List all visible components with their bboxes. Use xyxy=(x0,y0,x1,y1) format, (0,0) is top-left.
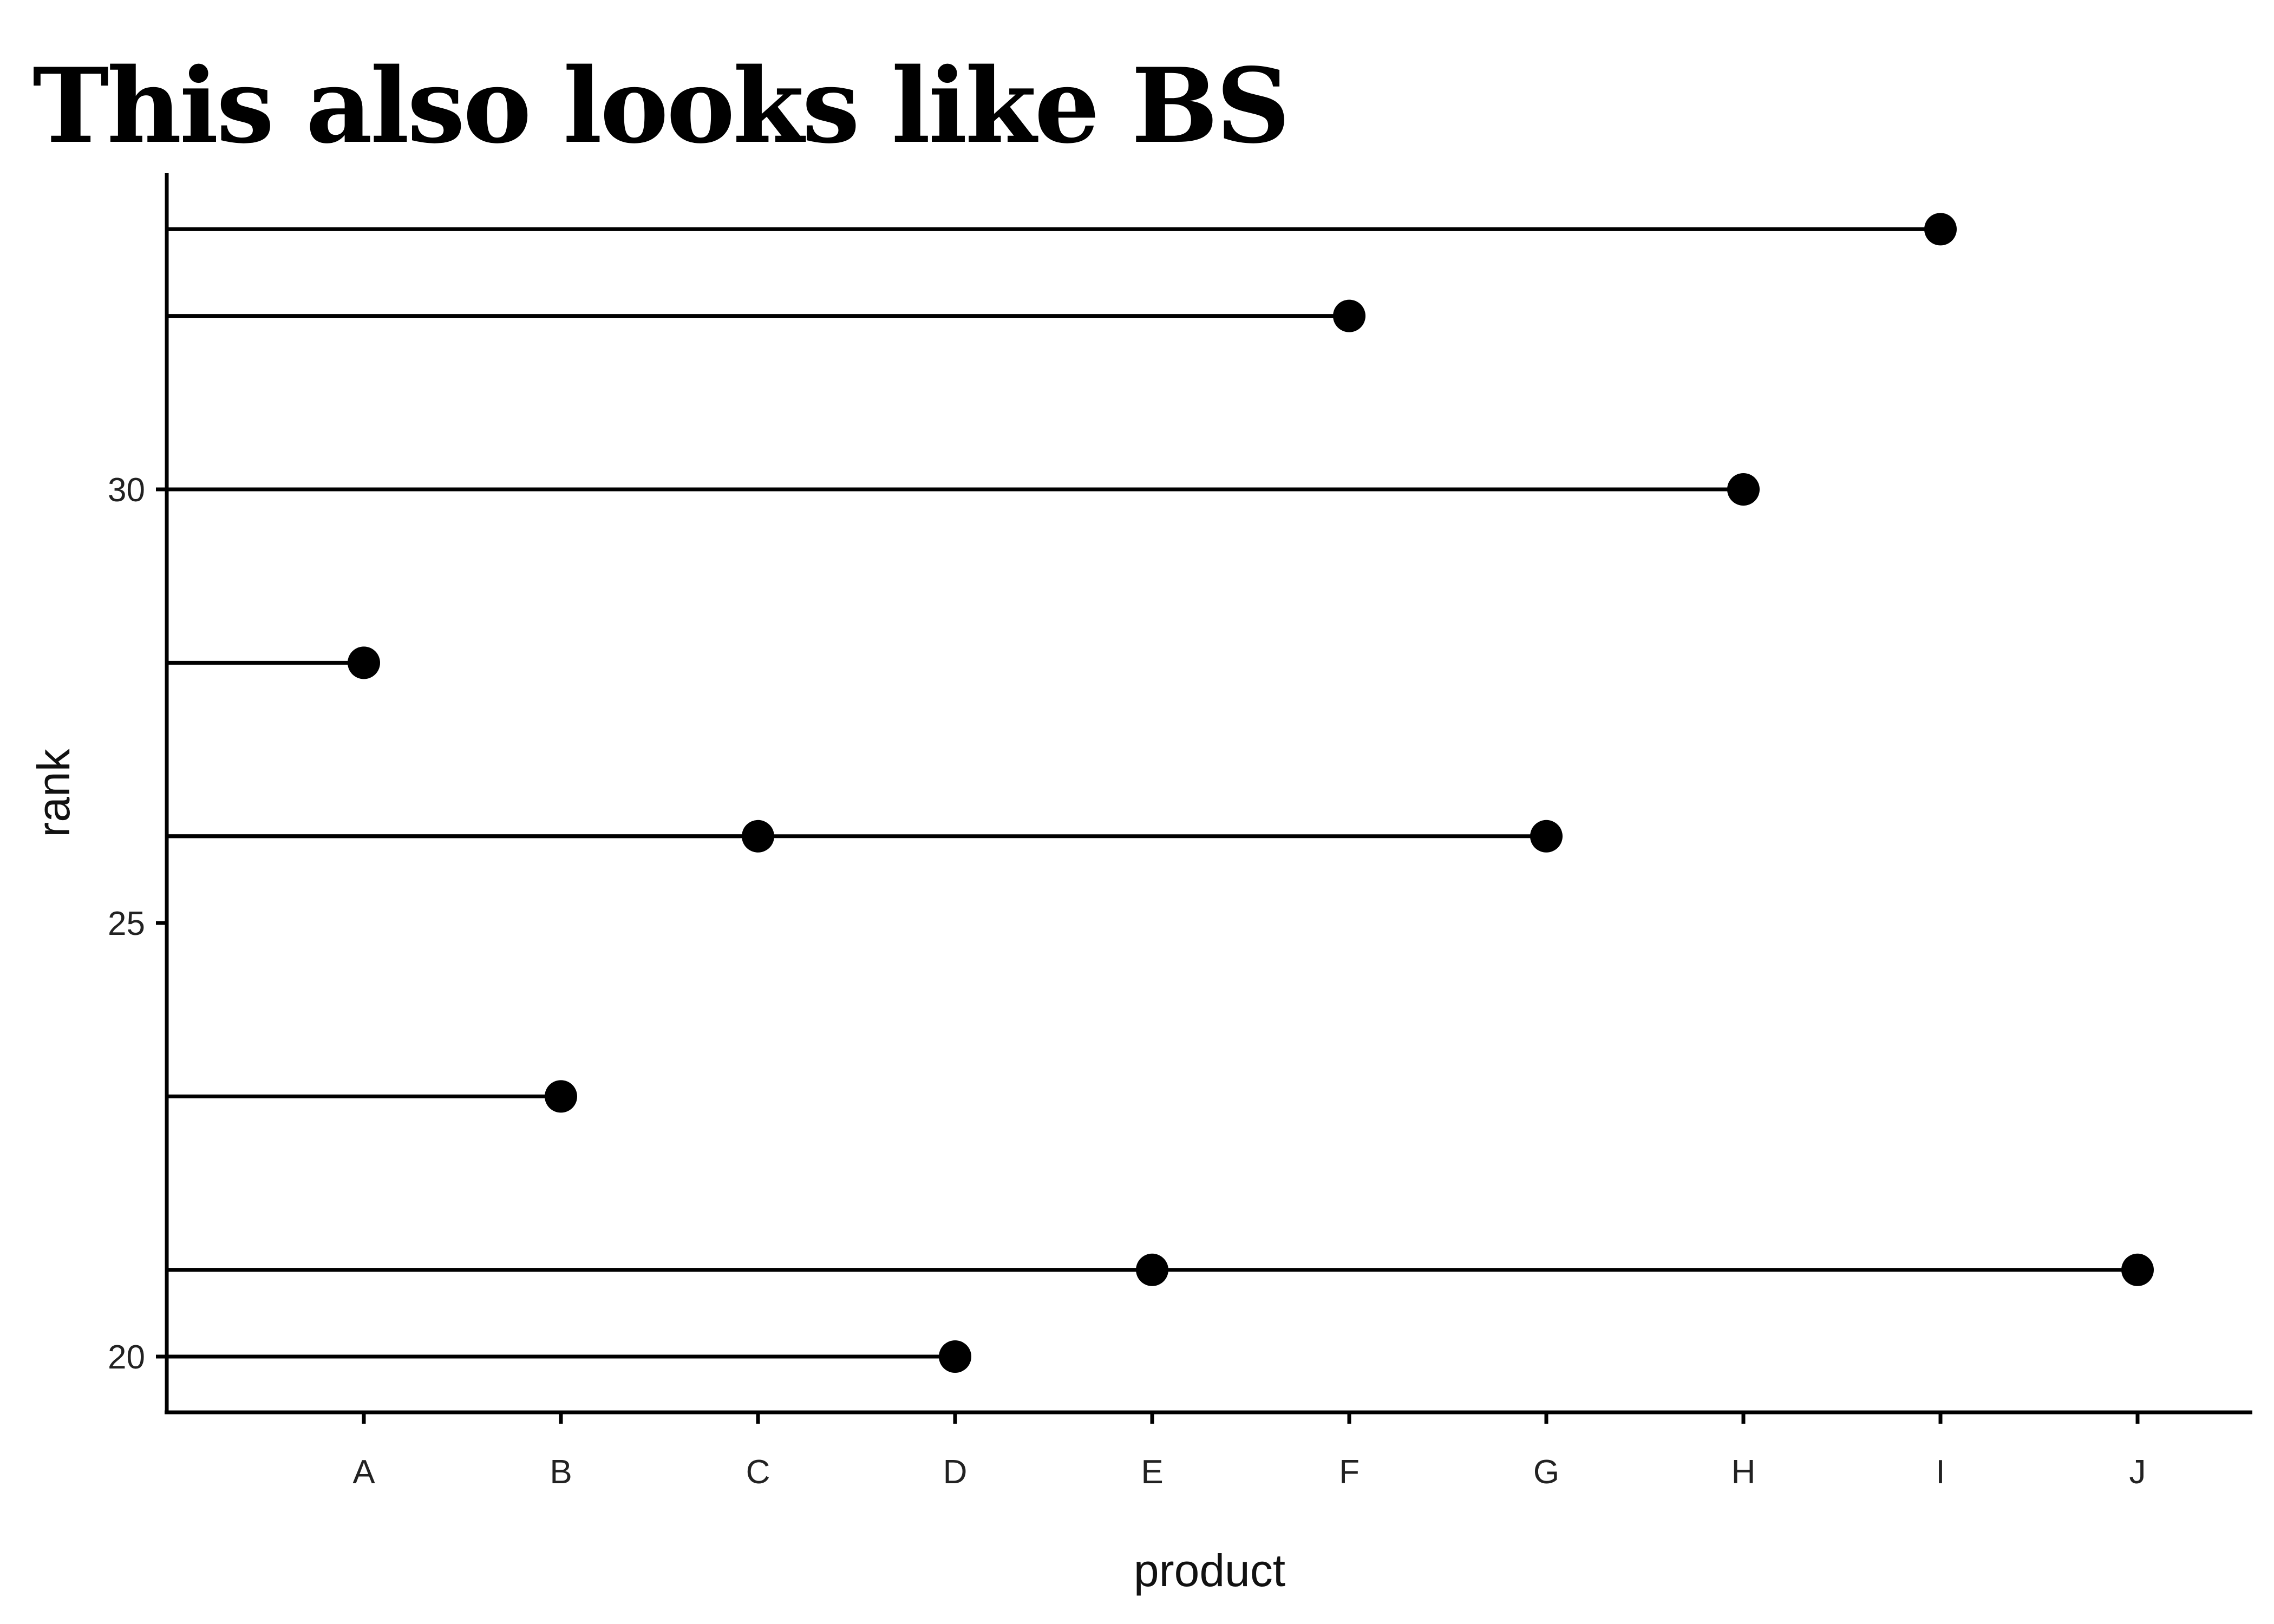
data-point xyxy=(348,646,380,679)
x-tick-label: J xyxy=(2129,1453,2146,1491)
y-axis-title: rank xyxy=(28,748,79,837)
lollipop-lines xyxy=(167,227,2138,1359)
data-point xyxy=(1727,473,1760,506)
chart-title: This also looks like BS xyxy=(32,45,1288,166)
axes xyxy=(165,173,2252,1415)
y-tick-label: 25 xyxy=(108,905,145,942)
data-point xyxy=(2121,1253,2154,1286)
y-axis-ticks: 20 25 30 xyxy=(108,472,167,1376)
y-tick-label: 20 xyxy=(108,1339,145,1376)
y-tick-label: 30 xyxy=(108,472,145,509)
x-tick-label: F xyxy=(1339,1453,1360,1491)
x-axis-ticks: A B C D E F G H I J xyxy=(352,1412,2146,1491)
x-tick-label: G xyxy=(1533,1453,1559,1491)
x-tick-label: I xyxy=(1936,1453,1945,1491)
data-point xyxy=(545,1080,577,1113)
x-tick-label: H xyxy=(1731,1453,1756,1491)
x-tick-label: E xyxy=(1141,1453,1163,1491)
data-point xyxy=(1136,1253,1168,1286)
lollipop-dots xyxy=(348,213,2154,1373)
data-point xyxy=(1530,820,1563,853)
data-point xyxy=(939,1340,971,1373)
data-point xyxy=(742,820,774,853)
x-tick-label: A xyxy=(352,1453,375,1491)
data-point xyxy=(1333,299,1365,332)
x-axis-title: product xyxy=(1134,1545,1285,1596)
x-tick-label: B xyxy=(550,1453,572,1491)
data-point xyxy=(1924,213,1957,246)
x-tick-label: D xyxy=(943,1453,968,1491)
x-tick-label: C xyxy=(746,1453,770,1491)
